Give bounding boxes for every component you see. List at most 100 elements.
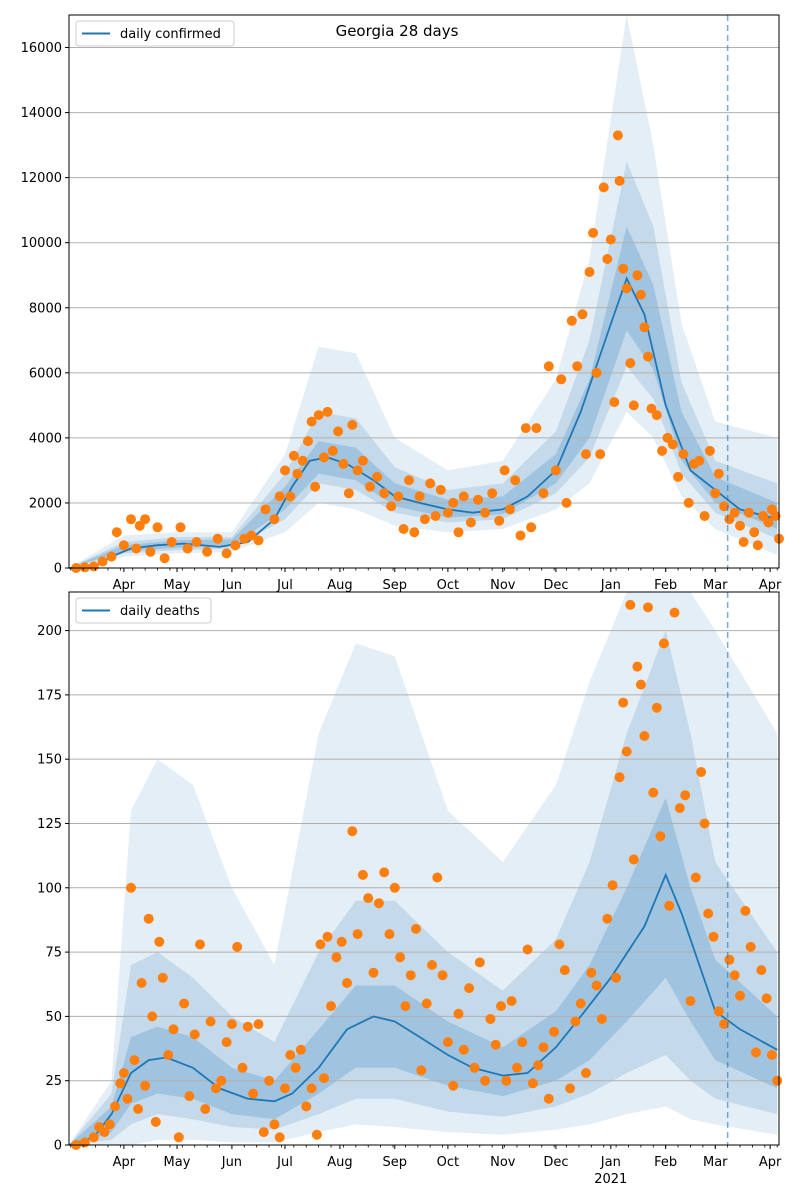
observation-point [126, 514, 136, 525]
observation-point [602, 254, 613, 264]
observation-point [118, 540, 129, 551]
observation-point [531, 423, 542, 434]
observation-point [352, 465, 363, 476]
observation-point [106, 551, 117, 562]
y-tick-label: 4000 [29, 431, 62, 446]
x-tick-label: Apr [113, 578, 136, 593]
observation-point [253, 535, 264, 546]
x-tick-label: Oct [437, 578, 459, 593]
observation-point [79, 562, 90, 573]
observation-point [131, 543, 142, 554]
mid-band [69, 161, 778, 568]
x-tick-label: Feb [654, 578, 677, 593]
observation-point [651, 702, 662, 713]
observation-point [292, 468, 303, 479]
observation-point [285, 491, 296, 502]
observation-point [342, 978, 352, 988]
observation-point [632, 661, 643, 672]
x-tick-label: Mar [703, 578, 728, 593]
observation-point [763, 517, 774, 528]
observation-point [357, 869, 368, 880]
observation-point [118, 1068, 129, 1078]
legend-label: daily deaths [120, 604, 200, 619]
observation-point [625, 358, 636, 369]
observation-point [618, 697, 629, 708]
observation-point [163, 1050, 174, 1060]
observation-point [189, 1029, 200, 1040]
y-tick-label: 16000 [21, 41, 62, 56]
observation-point [319, 452, 329, 463]
observation-point [713, 468, 724, 479]
x-tick-label: May [164, 578, 191, 593]
observation-point [212, 533, 223, 544]
observation-point [611, 972, 622, 983]
observation-point [704, 445, 715, 456]
y-tick-label: 6000 [29, 366, 62, 381]
observation-point [221, 1037, 232, 1048]
observation-point [673, 471, 684, 482]
observation-point [554, 939, 565, 950]
x-tick-label: Aug [327, 1155, 352, 1170]
deaths-median-line [68, 872, 778, 1146]
y-tick-label: 150 [37, 753, 62, 768]
observation-point [465, 517, 476, 528]
observation-point [416, 1065, 427, 1076]
outer-band [69, 592, 778, 1145]
observation-point [448, 1080, 459, 1091]
observation-point [625, 599, 636, 610]
deaths-panel: 0 25 50 75 100 125 150 175 200 Apr May Jun Jul Aug Se… [37, 591, 783, 1187]
observation-point [614, 175, 625, 186]
observation-point [133, 1104, 144, 1114]
observation-point [368, 967, 379, 978]
observation-point [159, 553, 170, 564]
observation-point [772, 1075, 783, 1086]
observation-point [269, 514, 280, 525]
observation-point [111, 527, 122, 538]
observation-point [696, 767, 707, 777]
observation-point [743, 507, 754, 518]
y-tick-label: 12000 [21, 171, 62, 186]
x-tick-label: Dec [543, 578, 568, 593]
y-tick-label: 175 [37, 688, 62, 703]
observation-point [543, 1093, 554, 1104]
x-tick-label: Apr [113, 1155, 136, 1170]
deaths-legend: daily deaths [75, 597, 212, 624]
observation-point [404, 475, 414, 486]
observation-point [643, 351, 653, 362]
observation-point [648, 787, 659, 798]
observation-point [549, 1026, 560, 1037]
observation-point [595, 449, 606, 460]
observation-point [674, 803, 685, 814]
observation-point [605, 234, 616, 245]
observation-point [315, 939, 326, 950]
observation-point [301, 1101, 312, 1112]
observation-point [400, 1001, 411, 1012]
observation-point [724, 954, 735, 965]
observation-point [264, 1075, 275, 1086]
median-line [68, 872, 778, 1146]
observation-point [200, 1104, 211, 1114]
observation-point [703, 908, 714, 919]
observation-point [211, 1083, 221, 1094]
observation-point [699, 511, 710, 521]
observation-point [297, 455, 308, 466]
observation-point [591, 367, 602, 378]
observation-point [480, 507, 491, 518]
observation-point [386, 501, 397, 512]
deaths-axes-frame [68, 591, 780, 1146]
observation-point [729, 970, 740, 981]
legend-box [75, 20, 235, 47]
observation-point [612, 130, 623, 141]
confirmed-y-ticks: 0 2000 4000 6000 8000 10000 12000 14000 16000 [21, 41, 69, 577]
observation-point [657, 445, 668, 456]
observation-point [338, 458, 349, 469]
observation-point [729, 507, 740, 518]
observation-point [559, 965, 570, 976]
observation-point [336, 936, 347, 947]
observation-point [607, 880, 618, 891]
observation-point [411, 923, 421, 934]
observation-point [485, 1014, 496, 1024]
observation-point [136, 978, 147, 988]
observation-point [285, 1050, 296, 1060]
y-tick-label: 25 [45, 1074, 62, 1089]
